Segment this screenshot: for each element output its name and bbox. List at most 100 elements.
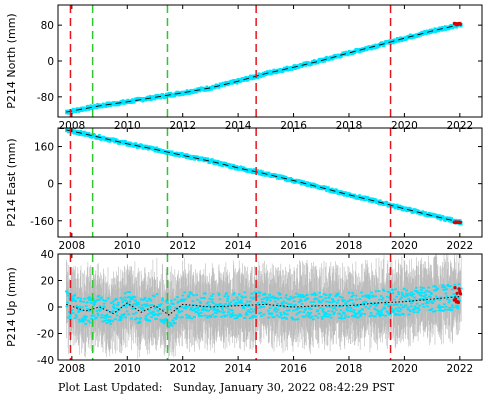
data-point <box>135 304 138 307</box>
data-point <box>236 314 240 317</box>
data-point <box>208 304 211 307</box>
data-point <box>441 286 444 289</box>
data-point <box>128 291 131 293</box>
data-point <box>133 296 137 298</box>
data-point <box>229 316 232 318</box>
data-point <box>179 316 182 319</box>
data-point <box>367 307 370 310</box>
data-point <box>457 291 461 294</box>
data-point <box>303 316 306 318</box>
data-point <box>305 314 308 317</box>
data-point <box>95 316 98 319</box>
data-point <box>323 315 327 318</box>
data-point <box>337 299 340 302</box>
data-point <box>389 304 393 306</box>
data-point <box>388 291 391 293</box>
data-point <box>67 316 70 319</box>
x-tick-label: 2008 <box>58 240 85 252</box>
data-point <box>324 294 328 296</box>
data-point <box>262 313 266 316</box>
data-point <box>125 300 129 303</box>
data-point <box>374 295 378 298</box>
data-point <box>204 292 207 295</box>
data-point <box>127 313 130 316</box>
data-point <box>245 312 248 314</box>
data-point <box>384 300 388 303</box>
data-point <box>79 297 83 300</box>
data-point <box>98 305 102 307</box>
data-point <box>117 309 121 312</box>
data-point <box>132 307 136 310</box>
data-point <box>219 303 223 305</box>
data-point <box>186 305 190 308</box>
data-point <box>144 317 147 320</box>
data-point <box>153 307 157 310</box>
data-point <box>340 317 344 320</box>
data-point <box>356 305 360 307</box>
data-point <box>322 311 325 313</box>
data-point <box>130 317 133 320</box>
data-point <box>70 309 74 312</box>
data-point <box>372 315 376 318</box>
data-point <box>106 309 109 312</box>
data-point <box>347 300 351 302</box>
data-point <box>338 296 342 298</box>
data-point <box>88 321 92 324</box>
data-point <box>97 314 100 317</box>
data-point <box>390 307 393 310</box>
data-point <box>76 306 79 308</box>
data-point <box>169 305 172 308</box>
data-point <box>130 307 134 310</box>
data-point <box>436 287 439 290</box>
data-point <box>66 294 70 297</box>
data-point <box>137 303 140 306</box>
data-point <box>134 318 137 321</box>
data-point <box>253 308 257 311</box>
data-point <box>92 302 95 305</box>
data-point <box>263 292 267 295</box>
x-tick-label: 2016 <box>280 240 307 252</box>
data-point <box>120 316 124 319</box>
data-point <box>262 306 265 308</box>
data-point <box>279 297 283 299</box>
data-point <box>414 299 417 301</box>
data-point <box>379 295 383 297</box>
data-point <box>150 312 154 315</box>
data-point <box>138 306 141 309</box>
data-point <box>406 306 410 309</box>
data-point <box>253 291 256 294</box>
last-updated-timestamp: Sunday, January 30, 2022 08:42:29 PST <box>172 381 395 394</box>
data-point <box>285 317 288 320</box>
data-point <box>281 304 284 306</box>
data-point <box>427 290 431 293</box>
data-point <box>268 294 272 296</box>
data-point <box>364 294 367 297</box>
data-point <box>350 295 353 298</box>
data-point <box>450 288 454 291</box>
data-point <box>349 307 353 310</box>
data-point <box>93 303 97 305</box>
data-point <box>238 313 241 316</box>
y-tick-label: 160 <box>34 142 54 154</box>
data-point <box>371 294 374 297</box>
data-point <box>315 298 319 300</box>
recent-point <box>456 300 460 305</box>
data-point <box>241 296 245 299</box>
data-point <box>347 291 351 294</box>
data-point <box>282 300 286 303</box>
data-point <box>84 305 88 307</box>
data-point <box>72 297 75 300</box>
data-point <box>114 307 117 310</box>
data-point <box>212 306 215 309</box>
data-point <box>451 304 454 307</box>
recent-point <box>458 22 463 26</box>
data-point <box>187 294 190 297</box>
data-point <box>226 300 229 302</box>
data-point <box>314 294 318 296</box>
data-point <box>103 320 107 322</box>
data-point <box>176 296 179 298</box>
data-point <box>456 307 459 310</box>
data-point <box>110 302 113 304</box>
data-point <box>320 315 324 318</box>
data-point <box>216 303 220 306</box>
